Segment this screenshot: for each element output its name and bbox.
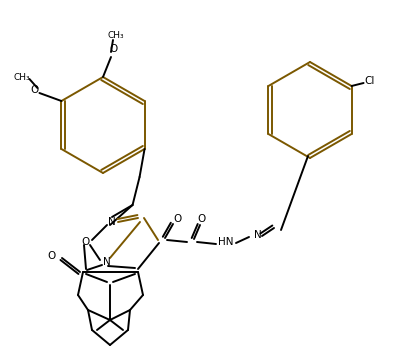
Text: N: N [254,230,262,240]
Text: O: O [174,214,182,224]
Text: O: O [30,85,39,95]
Text: N: N [103,257,111,267]
Text: Cl: Cl [364,76,375,86]
Text: CH₃: CH₃ [13,72,30,82]
Text: N: N [108,217,116,227]
Text: O: O [198,214,206,224]
Text: CH₃: CH₃ [108,30,124,40]
Text: O: O [48,251,56,261]
Text: HN: HN [218,237,234,247]
Text: O: O [110,44,118,54]
Text: O: O [81,237,89,247]
